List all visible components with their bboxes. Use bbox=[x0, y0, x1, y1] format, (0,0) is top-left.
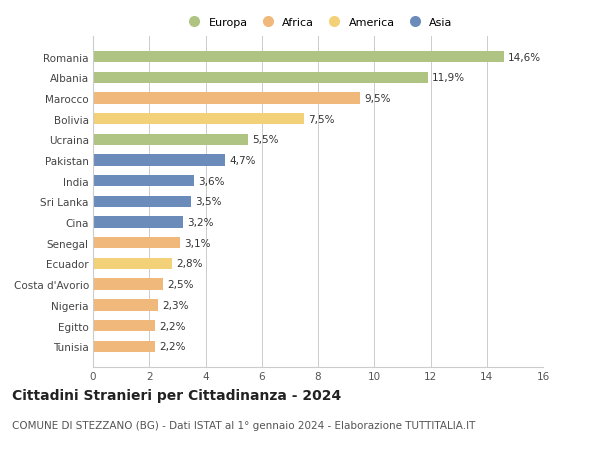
Bar bbox=[93, 341, 155, 352]
Text: 7,5%: 7,5% bbox=[308, 114, 335, 124]
Text: 9,5%: 9,5% bbox=[364, 94, 391, 104]
Bar bbox=[93, 93, 360, 104]
Text: 11,9%: 11,9% bbox=[432, 73, 465, 83]
Text: 3,1%: 3,1% bbox=[184, 238, 211, 248]
Text: 2,5%: 2,5% bbox=[167, 280, 194, 290]
Text: Cittadini Stranieri per Cittadinanza - 2024: Cittadini Stranieri per Cittadinanza - 2… bbox=[12, 388, 341, 402]
Bar bbox=[93, 320, 155, 331]
Bar bbox=[93, 52, 503, 63]
Legend: Europa, Africa, America, Asia: Europa, Africa, America, Asia bbox=[183, 18, 453, 28]
Text: 3,5%: 3,5% bbox=[196, 197, 222, 207]
Text: 2,3%: 2,3% bbox=[162, 300, 188, 310]
Text: 14,6%: 14,6% bbox=[508, 52, 541, 62]
Bar bbox=[93, 258, 172, 269]
Text: 5,5%: 5,5% bbox=[252, 135, 278, 145]
Bar bbox=[93, 196, 191, 207]
Text: 3,6%: 3,6% bbox=[199, 176, 225, 186]
Bar bbox=[93, 176, 194, 187]
Bar bbox=[93, 279, 163, 290]
Text: 2,2%: 2,2% bbox=[159, 321, 185, 331]
Bar bbox=[93, 300, 158, 311]
Bar bbox=[93, 73, 428, 84]
Bar bbox=[93, 217, 183, 228]
Bar bbox=[93, 155, 225, 166]
Text: 2,8%: 2,8% bbox=[176, 259, 202, 269]
Bar bbox=[93, 238, 180, 249]
Text: 4,7%: 4,7% bbox=[229, 156, 256, 166]
Text: 3,2%: 3,2% bbox=[187, 218, 214, 228]
Text: 2,2%: 2,2% bbox=[159, 341, 185, 352]
Bar bbox=[93, 134, 248, 146]
Text: COMUNE DI STEZZANO (BG) - Dati ISTAT al 1° gennaio 2024 - Elaborazione TUTTITALI: COMUNE DI STEZZANO (BG) - Dati ISTAT al … bbox=[12, 420, 475, 430]
Bar bbox=[93, 114, 304, 125]
